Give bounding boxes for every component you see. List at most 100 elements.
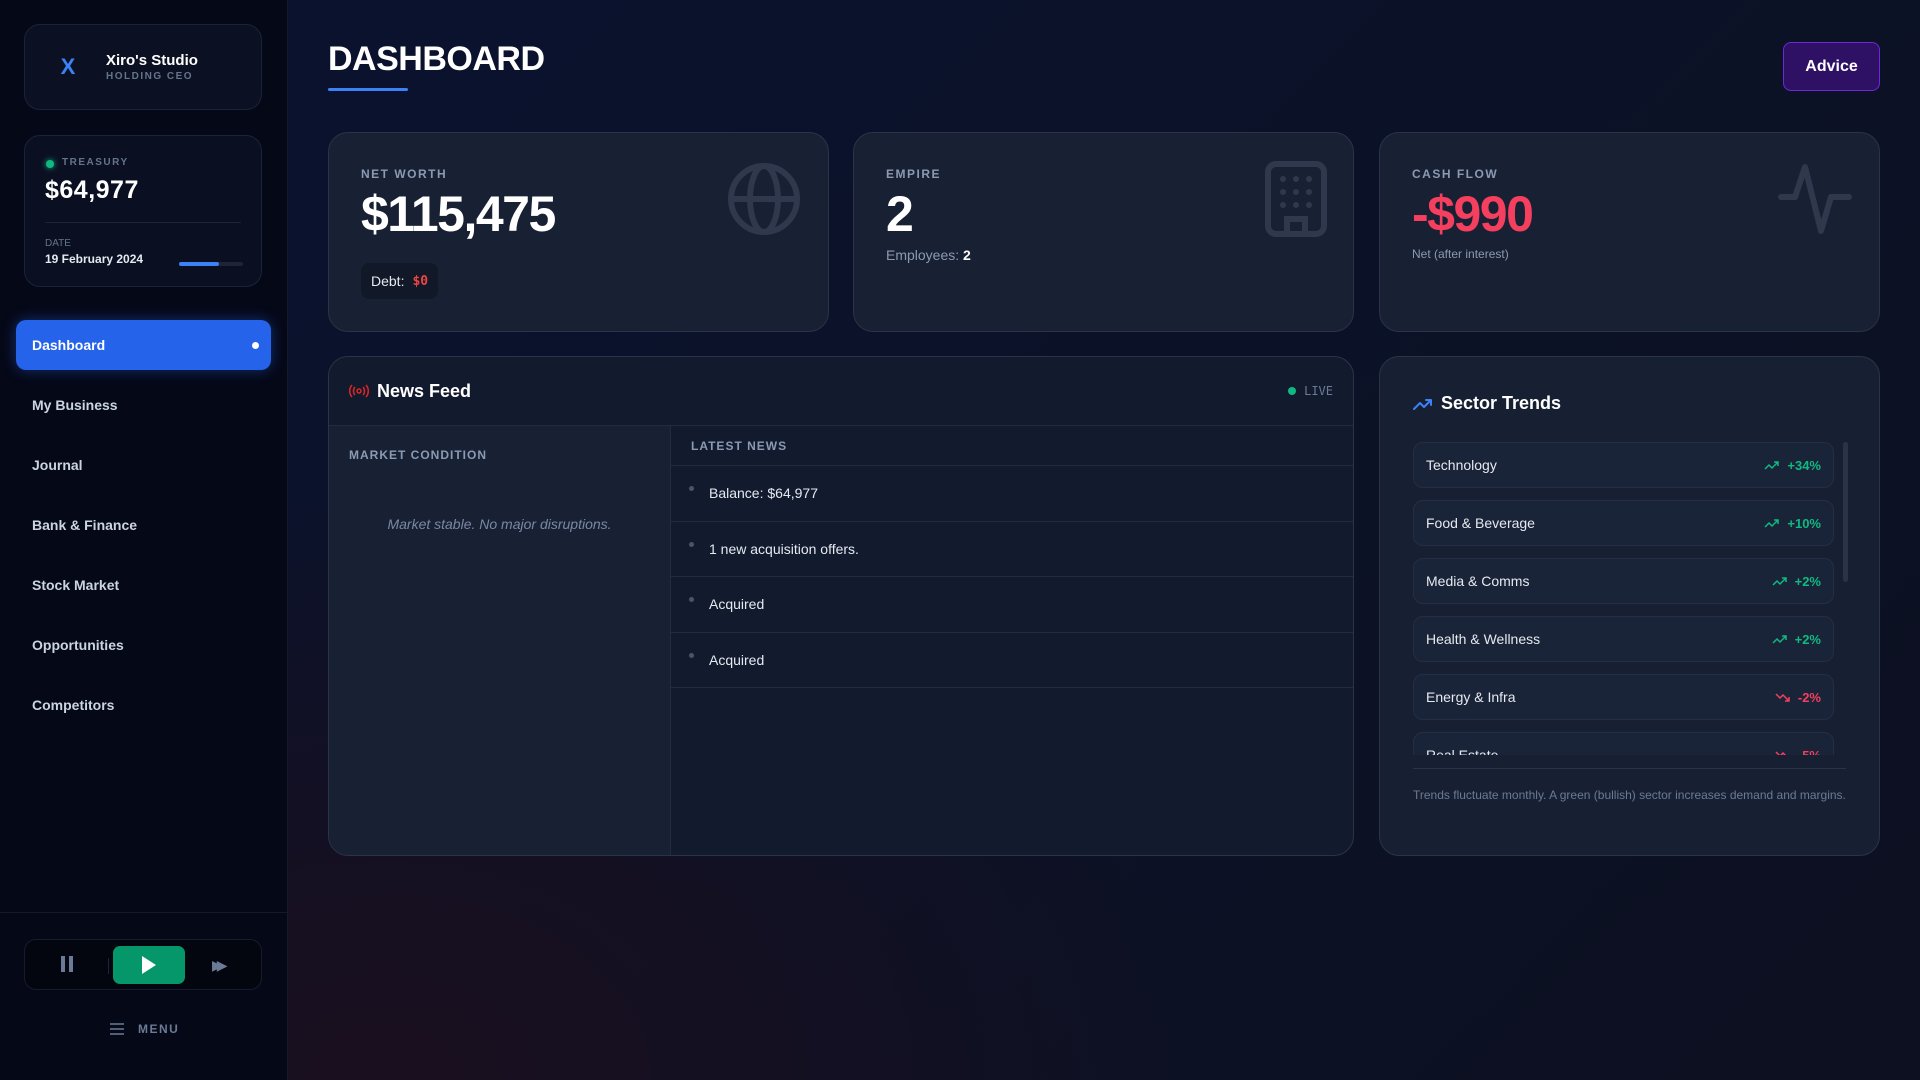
pause-icon[interactable]	[61, 956, 73, 972]
sector-list[interactable]: Technology +34% Food & Beverage +10% Media &…	[1413, 442, 1834, 755]
empire-card: EMPIRE 2 Employees: 2	[853, 132, 1354, 332]
sidebar-item-label: Stock Market	[32, 577, 120, 593]
date-label: DATE	[45, 238, 71, 249]
sector-item[interactable]: Food & Beverage +10%	[1413, 500, 1834, 546]
studio-role: HOLDING CEO	[106, 71, 194, 82]
trending-up-icon	[1772, 576, 1787, 586]
trending-up-icon	[1772, 634, 1787, 644]
trending-up-icon	[1764, 518, 1780, 528]
current-date: 19 February 2024	[45, 252, 144, 266]
sector-item[interactable]: Media & Comms +2%	[1413, 558, 1834, 604]
empire-label: EMPIRE	[886, 167, 942, 181]
globe-icon	[728, 163, 800, 235]
news-feed-title: News Feed	[377, 380, 472, 401]
sidebar-item-label: Journal	[32, 457, 83, 473]
sidebar-item-journal[interactable]: Journal	[16, 440, 271, 490]
sector-item[interactable]: Technology +34%	[1413, 442, 1834, 488]
menu-button[interactable]: MENU	[110, 1022, 179, 1036]
employees-value: 2	[963, 247, 971, 263]
sector-name: Food & Beverage	[1426, 515, 1535, 531]
live-dot-icon	[1288, 387, 1297, 395]
news-item: Balance: $64,977	[671, 466, 1353, 522]
trending-up-icon	[1413, 398, 1432, 410]
sidebar-item-opportunities[interactable]: Opportunities	[16, 620, 271, 670]
sector-trends-title: Sector Trends	[1441, 393, 1562, 413]
sector-name: Health & Wellness	[1426, 631, 1541, 647]
sector-list-scrollbar[interactable]	[1843, 442, 1848, 582]
market-condition: MARKET CONDITION Market stable. No major…	[329, 426, 671, 855]
bullet-icon	[689, 541, 694, 547]
live-label: LIVE	[1304, 384, 1333, 398]
news-text: 1 new acquisition offers.	[709, 540, 859, 557]
sidebar-item-stock-market[interactable]: Stock Market	[16, 560, 271, 610]
net-worth-label: NET WORTH	[361, 167, 448, 181]
divider	[108, 958, 109, 974]
trending-down-icon	[1775, 750, 1790, 755]
sidebar-item-label: Opportunities	[32, 637, 124, 653]
bullet-icon	[689, 597, 694, 602]
sidebar-item-label: Dashboard	[32, 337, 106, 353]
menu-label: MENU	[138, 1022, 180, 1036]
treasury-label: TREASURY	[62, 157, 129, 168]
sector-item[interactable]: Energy & Infra -2%	[1413, 674, 1834, 720]
net-worth-value: $115,475	[361, 186, 556, 242]
market-condition-heading: MARKET CONDITION	[349, 448, 487, 462]
empire-value: 2	[886, 186, 914, 242]
time-controls: ▶▶	[24, 939, 262, 990]
advice-button[interactable]: Advice	[1783, 42, 1880, 91]
news-item: Acquired	[671, 577, 1353, 633]
treasury-card: TREASURY $64,977 DATE 19 February 2024	[24, 135, 262, 287]
debt-badge: Debt: $0	[361, 263, 439, 299]
debt-value: $0	[412, 273, 429, 289]
sidebar-item-bank-finance[interactable]: Bank & Finance	[16, 500, 271, 550]
sector-item[interactable]: Health & Wellness +2%	[1413, 616, 1834, 662]
divider	[45, 222, 241, 223]
brand-logo: X	[60, 54, 76, 79]
building-icon	[1265, 161, 1327, 237]
brand-card: X Xiro's Studio HOLDING CEO	[24, 24, 262, 110]
sector-name: Real Estate	[1426, 747, 1499, 755]
latest-news-heading: LATEST NEWS	[671, 426, 1353, 466]
sidebar-nav: Dashboard My Business Journal Bank & Financ…	[16, 320, 271, 740]
sector-change: -2%	[1797, 689, 1821, 705]
broadcast-icon	[349, 384, 369, 398]
sidebar-item-competitors[interactable]: Competitors	[16, 680, 271, 730]
sector-change: +34%	[1787, 457, 1821, 473]
cash-flow-label: CASH FLOW	[1412, 167, 1499, 181]
activity-icon	[1778, 164, 1852, 234]
sector-trends-header: Sector Trends	[1413, 393, 1561, 414]
sector-change: +2%	[1794, 631, 1821, 647]
sector-change: -5%	[1797, 747, 1821, 756]
sidebar-item-label: My Business	[32, 397, 118, 413]
status-dot-icon	[46, 160, 54, 168]
bullet-icon	[689, 652, 694, 658]
studio-name: Xiro's Studio	[106, 52, 198, 69]
treasury-value: $64,977	[45, 176, 139, 204]
news-feed-panel: News Feed LIVE MARKET CONDITION Market s…	[328, 356, 1354, 856]
sidebar-item-dashboard[interactable]: Dashboard	[16, 320, 271, 370]
sidebar-item-my-business[interactable]: My Business	[16, 380, 271, 430]
month-progress-fill	[179, 262, 219, 266]
play-icon	[142, 956, 156, 974]
active-indicator-icon	[252, 341, 259, 349]
cash-flow-value: -$990	[1412, 186, 1534, 242]
fast-forward-icon[interactable]: ▶▶	[212, 957, 227, 973]
title-underline	[328, 88, 408, 91]
sector-item[interactable]: Real Estate -5%	[1413, 732, 1834, 755]
play-button[interactable]	[113, 946, 185, 984]
bullet-icon	[689, 486, 694, 491]
sidebar: X Xiro's Studio HOLDING CEO TREASURY $64…	[0, 0, 288, 1080]
news-text: Acquired	[709, 596, 765, 613]
debt-label: Debt:	[371, 273, 405, 289]
page-title: DASHBOARD	[328, 40, 545, 78]
sector-trends-footer: Trends fluctuate monthly. A green (bulli…	[1413, 768, 1846, 805]
trending-down-icon	[1775, 692, 1790, 702]
sector-name: Media & Comms	[1426, 573, 1530, 589]
cash-flow-note: Net (after interest)	[1412, 247, 1509, 261]
divider	[0, 912, 287, 913]
latest-news: LATEST NEWS Balance: $64,977 1 new acquis…	[671, 426, 1353, 855]
trending-up-icon	[1764, 460, 1780, 470]
sector-change: +2%	[1794, 573, 1821, 589]
news-text: Balance: $64,977	[709, 485, 818, 502]
sidebar-item-label: Competitors	[32, 697, 115, 713]
